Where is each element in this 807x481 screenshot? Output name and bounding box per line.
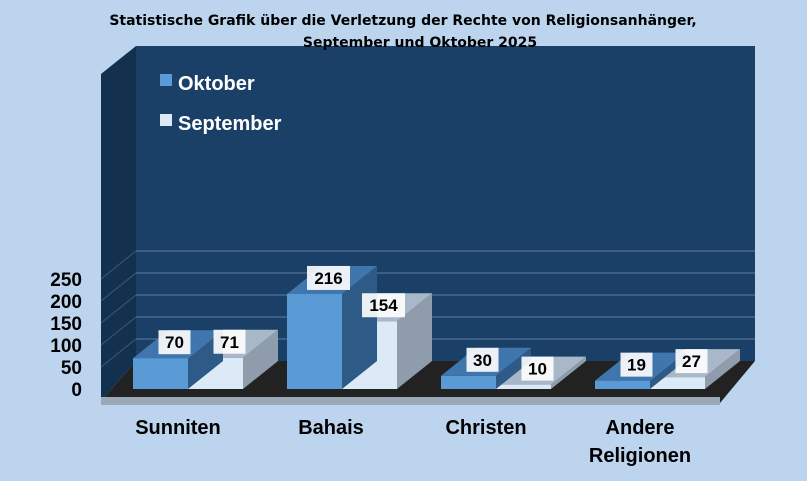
data-label-box-oktober-0	[158, 330, 191, 355]
bar-side-september-2	[551, 356, 586, 389]
back-wall	[136, 46, 755, 361]
data-label-september-2: 10	[528, 360, 547, 379]
data-label-box-september-1	[362, 293, 405, 318]
plot-area	[100, 46, 755, 405]
legend-label-september: September	[178, 113, 282, 135]
gridline-side-50	[100, 338, 137, 368]
y-tick-label: 50	[61, 358, 82, 379]
gridline-side-100	[100, 316, 137, 346]
data-label-september-0: 71	[220, 333, 239, 352]
bar-oktober-3	[595, 380, 650, 389]
data-labels: 71 70 154 216 10 30 27 19	[158, 265, 708, 381]
data-label-box-oktober-3	[620, 352, 653, 377]
y-tick-label: 100	[50, 336, 82, 357]
bar-oktober-2	[441, 375, 496, 389]
data-label-oktober-3: 19	[627, 356, 646, 375]
gridline-side-200	[100, 272, 137, 302]
legend-swatch-september	[160, 114, 172, 126]
legend: Oktober September	[160, 73, 282, 135]
side-wall	[101, 46, 136, 401]
data-label-box-september-0	[213, 329, 246, 354]
bar-september-2	[496, 384, 551, 389]
bar-side-september-3	[705, 349, 740, 389]
chart-title-line-2: September und Oktober 2025	[303, 35, 537, 51]
legend-label-oktober: Oktober	[178, 73, 255, 95]
gridline-side-150	[100, 294, 137, 324]
data-label-box-september-2	[521, 356, 554, 381]
y-tick-label: 150	[50, 314, 82, 335]
bar-side-september-0	[243, 329, 278, 389]
data-label-box-oktober-2	[466, 347, 499, 372]
y-tick-label: 0	[71, 380, 82, 401]
data-label-september-1: 154	[369, 296, 398, 315]
bar-oktober-0	[133, 358, 188, 389]
data-label-oktober-0: 70	[165, 333, 184, 352]
y-tick-label: 250	[50, 270, 82, 291]
floor-edge	[101, 397, 720, 405]
legend-swatch-oktober	[160, 74, 172, 86]
data-label-oktober-1: 216	[314, 269, 342, 288]
category-label: Religionen	[589, 445, 691, 467]
category-label: Sunniten	[135, 417, 221, 439]
gridline-side-250	[100, 250, 137, 280]
data-label-box-september-3	[675, 349, 708, 374]
data-label-september-3: 27	[682, 352, 701, 371]
category-label: Bahais	[298, 417, 364, 439]
bar-september-3	[650, 377, 705, 389]
category-label: Andere	[606, 417, 675, 439]
category-label: Christen	[445, 417, 526, 439]
data-label-box-oktober-1	[307, 265, 350, 290]
chart-title-line-1: Statistische Grafik über die Verletzung …	[109, 13, 696, 29]
bar-side-september-1	[397, 293, 432, 389]
data-label-oktober-2: 30	[473, 351, 492, 370]
y-tick-label: 200	[50, 292, 82, 313]
bar-oktober-1	[287, 293, 342, 389]
